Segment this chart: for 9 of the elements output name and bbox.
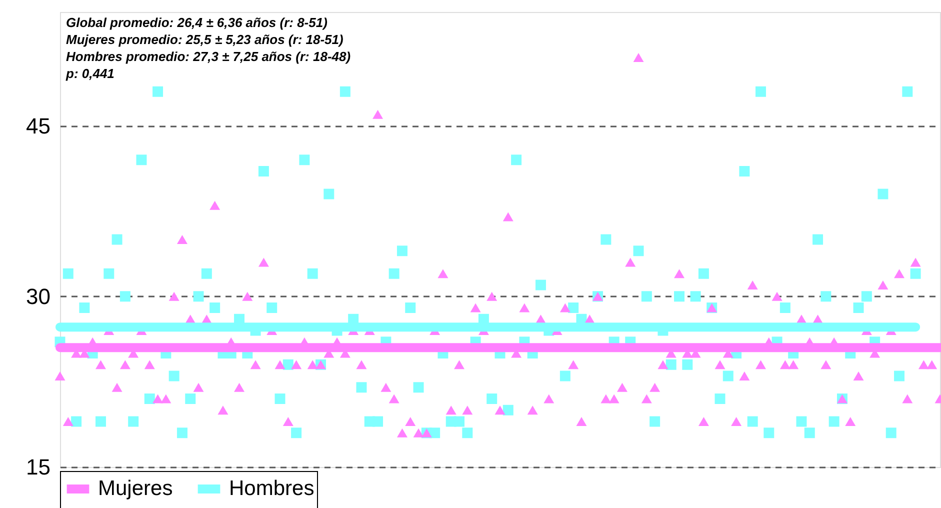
y-tick-label: 30 <box>26 284 50 309</box>
y-tick-label: 15 <box>26 454 50 480</box>
y-tick-label: 45 <box>26 113 50 138</box>
annotation: Global promedio: 26,4 ± 6,36 años (r: 8-51) <box>66 15 328 30</box>
annotation: Hombres promedio: 27,3 ± 7,25 años (r: 18-48) <box>66 49 351 64</box>
legend-label: Hombres <box>229 477 314 500</box>
annotation: Mujeres promedio: 25,5 ± 5,23 años (r: 18-51) <box>66 32 344 47</box>
legend-label: Mujeres <box>98 477 173 500</box>
annotation: p: 0,441 <box>65 66 114 81</box>
